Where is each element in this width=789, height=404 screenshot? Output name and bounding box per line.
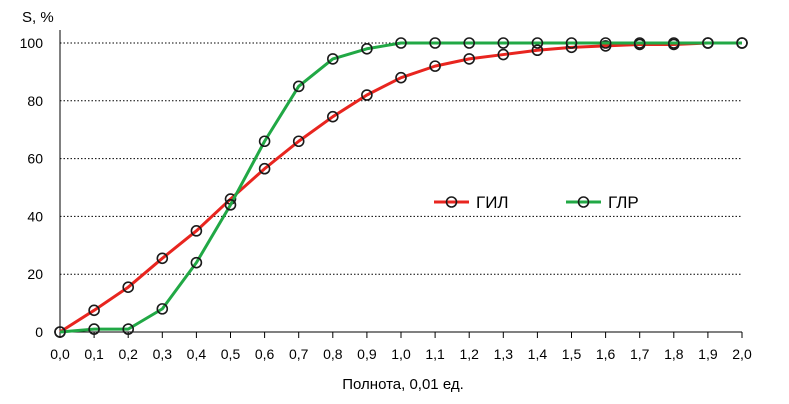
data-point — [531, 37, 544, 49]
x-tick-label: 0,9 — [357, 346, 377, 362]
x-tick-label: 2,0 — [732, 346, 752, 362]
series-2 — [54, 37, 748, 338]
x-axis-label: Полнота, 0,01 ед. — [342, 376, 464, 393]
data-point — [531, 44, 544, 57]
data-point — [463, 37, 476, 49]
x-tick-label: 0,1 — [84, 346, 104, 362]
data-point — [565, 37, 578, 49]
y-tick-label: 0 — [35, 324, 43, 340]
legend-label: ГЛР — [608, 193, 639, 212]
legend: ГИЛ ГЛР — [434, 193, 639, 212]
y-tick-label: 80 — [27, 93, 43, 109]
legend-item: ГЛР — [566, 193, 639, 212]
x-tick-label: 0,3 — [153, 346, 173, 362]
x-tick-label: 0,5 — [221, 346, 241, 362]
data-point — [463, 53, 476, 65]
data-point — [702, 37, 714, 49]
x-tick-label: 1,1 — [425, 346, 445, 362]
x-tick-label: 0,0 — [50, 346, 70, 362]
x-tick-label: 1,2 — [459, 346, 479, 362]
data-point — [361, 89, 373, 101]
data-point — [667, 37, 680, 49]
series-line — [59, 41, 742, 334]
x-tick-label: 0,6 — [255, 346, 275, 362]
legend-marker — [577, 196, 590, 208]
data-point — [88, 323, 100, 335]
data-point — [429, 37, 441, 49]
y-tick-label: 20 — [27, 266, 43, 282]
series-line — [59, 41, 742, 334]
series-layer — [54, 37, 748, 338]
data-point — [395, 37, 407, 49]
y-axis-ticks: 0 20 40 60 80 100 — [20, 35, 44, 340]
x-axis-ticks: 0,0 0,1 0,2 0,3 0,4 0,5 0,6 0,7 0,8 0,9 1,0 1,1 1,2 1… — [50, 332, 752, 362]
data-point — [122, 323, 134, 335]
x-tick-label: 0,7 — [289, 346, 309, 362]
data-point — [633, 37, 646, 49]
x-tick-label: 1,7 — [630, 346, 650, 362]
data-point — [88, 304, 100, 317]
data-point — [326, 110, 339, 123]
axes — [59, 30, 742, 333]
data-point — [326, 53, 339, 65]
data-point — [258, 135, 271, 148]
series-1 — [54, 37, 748, 338]
data-point — [292, 135, 305, 148]
data-point — [156, 252, 169, 265]
data-point — [497, 37, 510, 49]
data-point — [395, 71, 407, 84]
x-tick-label: 1,3 — [494, 346, 514, 362]
x-tick-label: 1,9 — [698, 346, 718, 362]
legend-marker — [445, 196, 458, 208]
y-tick-label: 40 — [27, 208, 43, 224]
data-point — [190, 225, 203, 237]
x-tick-label: 0,8 — [323, 346, 343, 362]
data-point — [292, 80, 305, 93]
data-point — [190, 256, 203, 269]
y-tick-label: 60 — [27, 151, 43, 167]
data-point — [599, 37, 612, 49]
data-point — [258, 162, 271, 175]
data-point — [156, 303, 169, 315]
y-tick-label: 100 — [20, 35, 44, 51]
data-point — [361, 42, 373, 55]
data-point — [224, 199, 237, 211]
x-tick-label: 1,0 — [391, 346, 411, 362]
x-tick-label: 1,4 — [528, 346, 548, 362]
data-point — [736, 37, 748, 49]
data-point — [122, 281, 134, 294]
x-tick-label: 1,5 — [562, 346, 582, 362]
y-axis-label: S, % — [22, 9, 54, 26]
x-tick-label: 0,4 — [187, 346, 207, 362]
x-tick-label: 1,8 — [664, 346, 684, 362]
data-point — [497, 48, 510, 61]
x-tick-label: 0,2 — [118, 346, 138, 362]
x-tick-label: 1,6 — [596, 346, 616, 362]
data-point — [54, 326, 66, 338]
legend-label: ГИЛ — [476, 193, 509, 212]
legend-item: ГИЛ — [434, 193, 509, 212]
data-point — [429, 60, 441, 72]
